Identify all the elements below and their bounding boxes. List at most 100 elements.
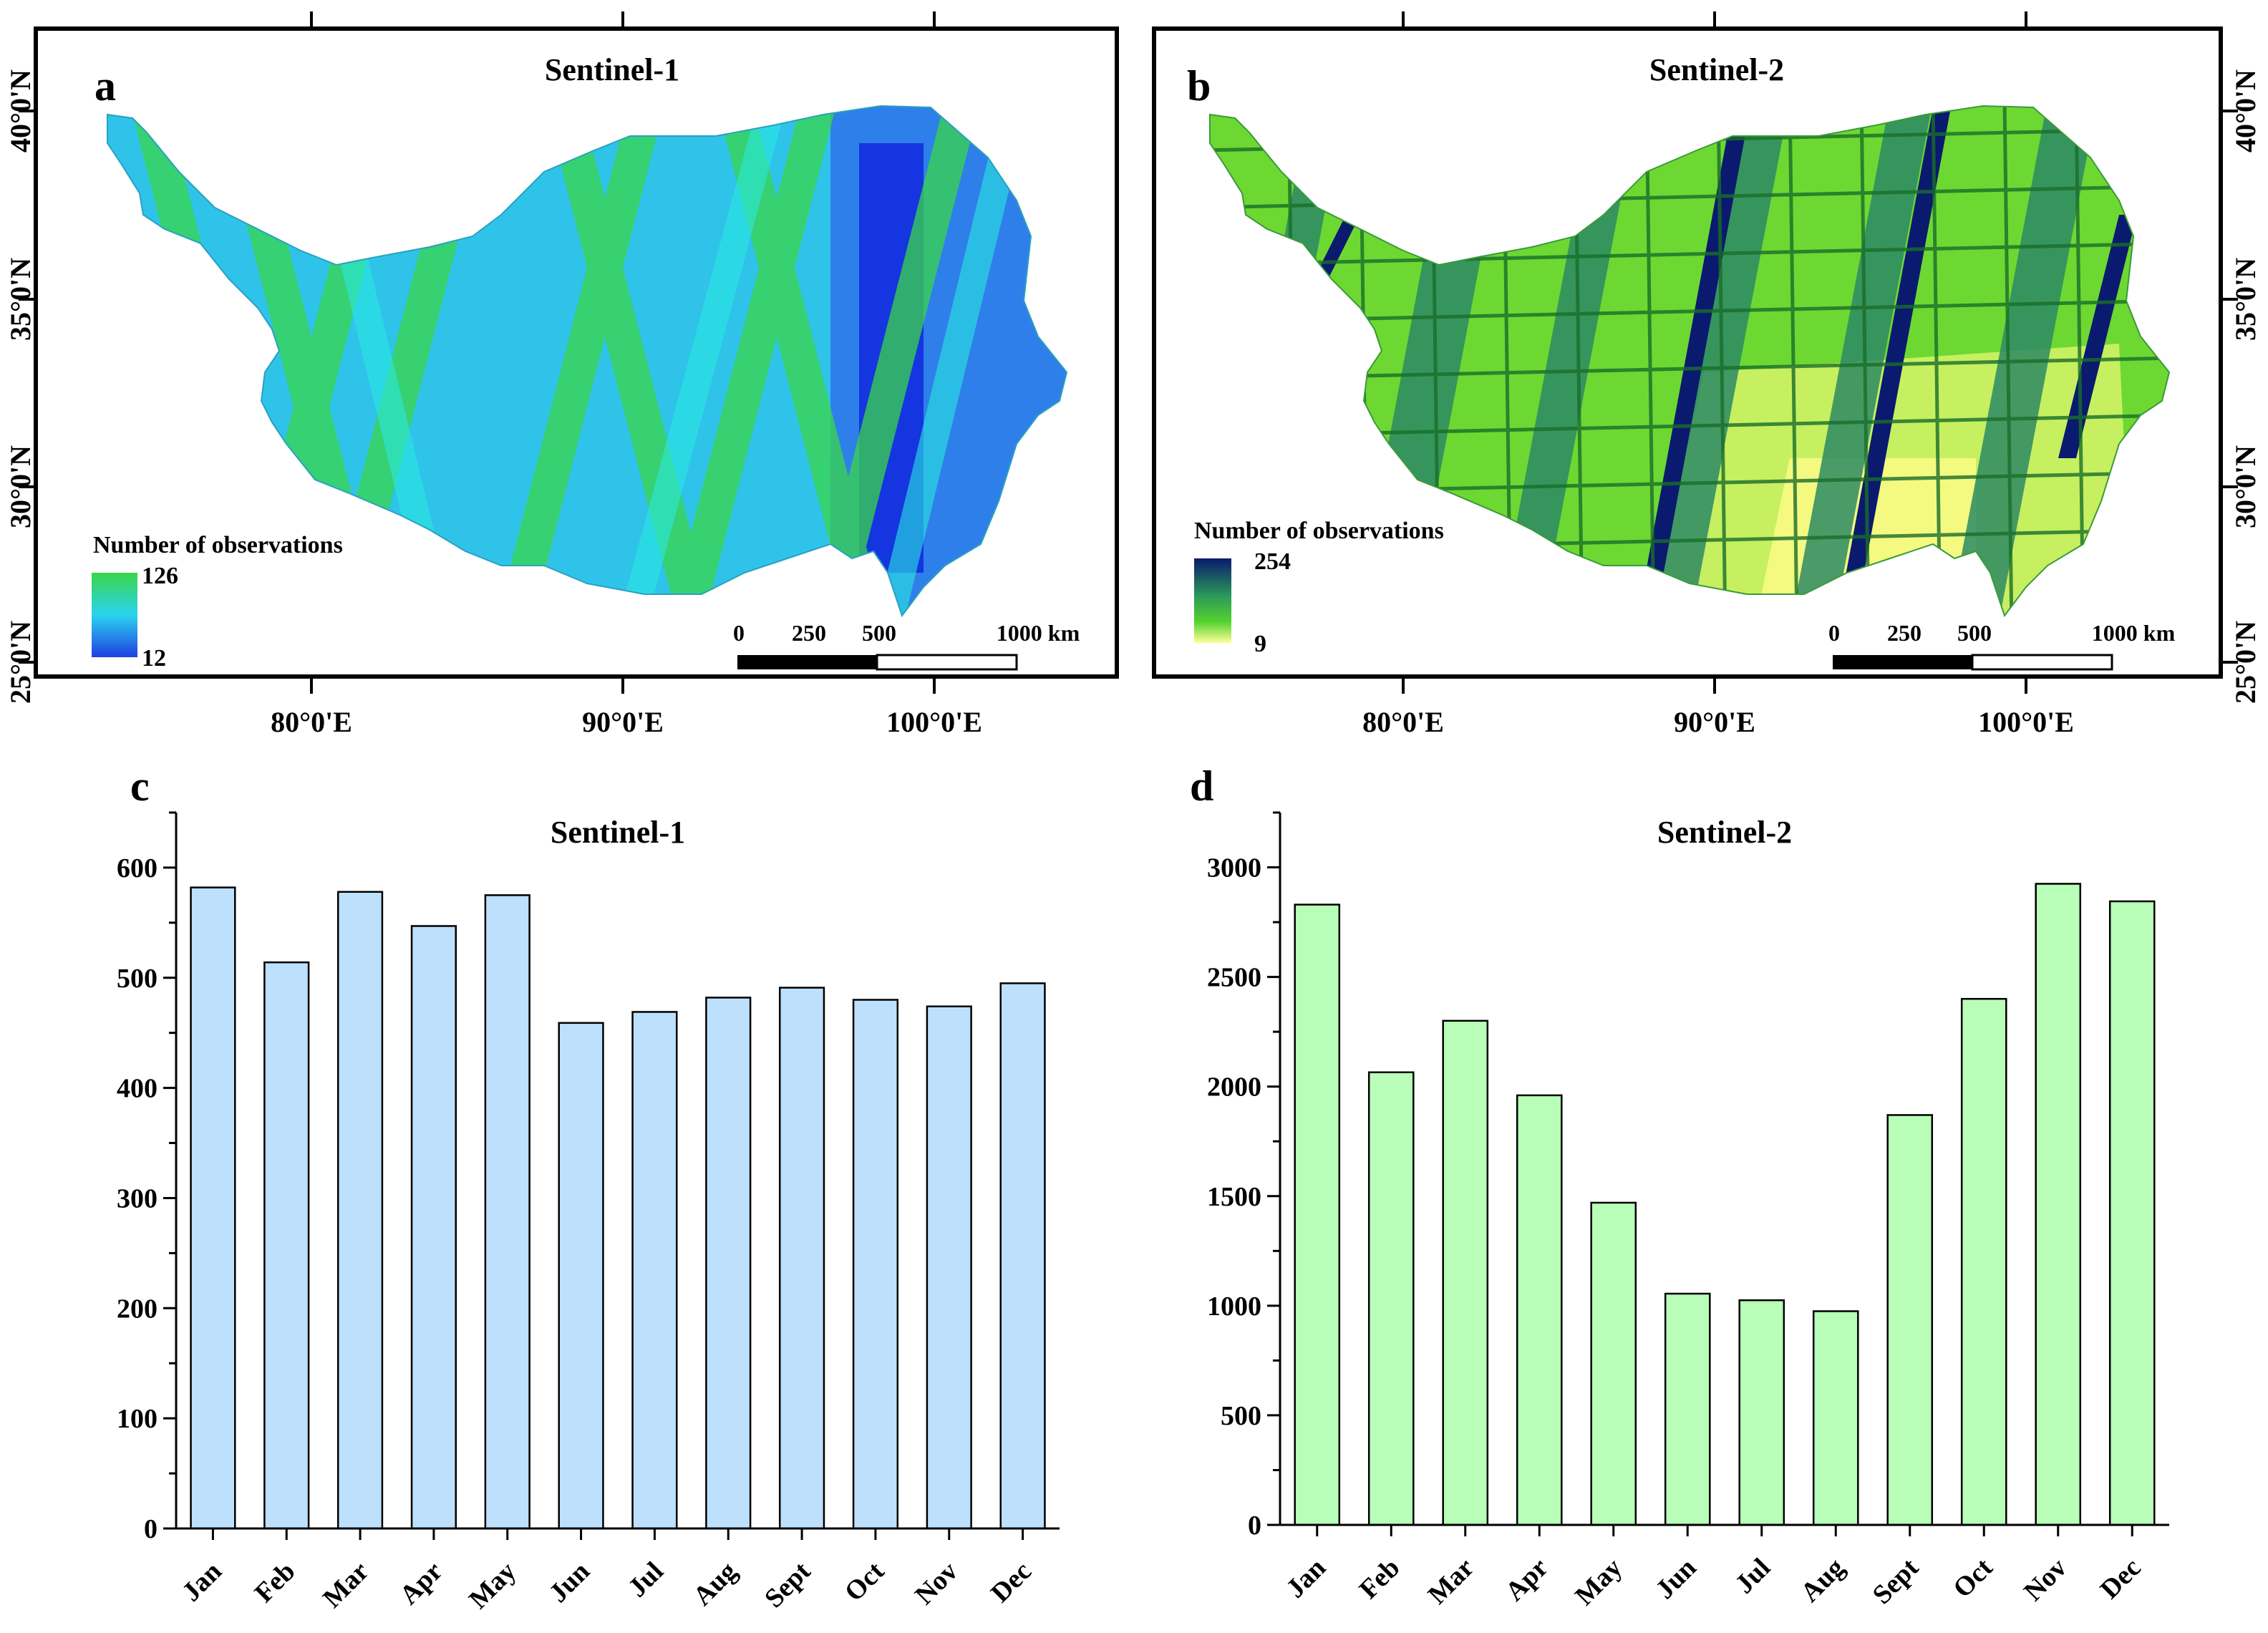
lat-label-a-0: 40°0'N xyxy=(4,69,37,152)
scale-bar-a: 0 250 500 1000 km xyxy=(733,620,1080,671)
lon-label-a-1: 90°0'E xyxy=(582,706,664,738)
chart-c-ytick-label-2: 200 xyxy=(117,1294,158,1324)
chart-d-ytick-label-0: 0 xyxy=(1248,1511,1261,1541)
chart-c-xtick-label-feb: Feb xyxy=(249,1556,301,1609)
lon-label-a-2: 100°0'E xyxy=(886,706,982,738)
scale-label-a-0: 0 xyxy=(733,620,745,646)
chart-d-bar-dec xyxy=(2108,900,2156,1526)
chart-d-bar-jul xyxy=(1738,1299,1785,1526)
chart-c-bar-dec xyxy=(999,982,1046,1530)
chart-c-bar-may xyxy=(484,894,530,1530)
chart-c-xtick-label-may: May xyxy=(463,1556,522,1615)
plateau-outline-b xyxy=(1209,105,2171,618)
chart-d-bar-jan xyxy=(1294,903,1341,1526)
chart-c-bar-jan xyxy=(190,886,236,1530)
chart-c-title: Sentinel-1 xyxy=(551,815,685,850)
chart-c-xtick-label-jan: Jan xyxy=(176,1556,228,1608)
lat-label-b-3: 25°0'N xyxy=(2229,621,2262,704)
chart-c-bar-oct xyxy=(852,999,899,1530)
chart-c-bar-jul xyxy=(631,1011,678,1530)
legend-min-b: 9 xyxy=(1254,631,1266,657)
chart-c-xtick-label-aug: Aug xyxy=(687,1556,742,1612)
chart-d-ytick-label-5: 2500 xyxy=(1207,963,1261,993)
chart-c-xtick-label-jun: Jun xyxy=(543,1556,596,1609)
chart-d-xtick-label-oct: Oct xyxy=(1947,1552,1999,1604)
plateau-outline-a xyxy=(107,105,1068,618)
chart-d-bar-sept xyxy=(1886,1114,1934,1526)
scale-label-a-2: 500 xyxy=(862,620,896,646)
legend-colorbar-b xyxy=(1194,558,1231,643)
legend-a: Number of observations 126 12 xyxy=(92,532,343,672)
lon-label-b-2: 100°0'E xyxy=(1978,706,2074,738)
chart-c-xtick-label-mar: Mar xyxy=(317,1556,375,1614)
chart-d-xtick-label-mar: Mar xyxy=(1423,1553,1480,1611)
scale-label-b-1: 250 xyxy=(1887,620,1922,646)
chart-c-bar-nov xyxy=(926,1005,972,1530)
chart-c-ytick-label-0: 0 xyxy=(144,1514,158,1544)
chart-c-bar-jun xyxy=(558,1022,604,1530)
chart-d-ytick-label-1: 500 xyxy=(1221,1401,1261,1431)
chart-d-bar-oct xyxy=(1960,997,2007,1526)
chart-d-bar-apr xyxy=(1516,1094,1563,1526)
lat-label-a-1: 35°0'N xyxy=(4,258,37,341)
chart-c-ytick-label-1: 100 xyxy=(117,1404,158,1434)
chart-d-xtick-label-jun: Jun xyxy=(1650,1553,1702,1605)
chart-c-bar-mar xyxy=(336,891,384,1530)
chart-c-bar-feb xyxy=(263,961,310,1530)
scale-label-b-2: 500 xyxy=(1957,620,1992,646)
chart-c-xtick-label-sept: Sept xyxy=(759,1556,817,1614)
chart-d-ytick-label-2: 1000 xyxy=(1207,1292,1261,1322)
scale-label-a-1: 250 xyxy=(792,620,826,646)
chart-d-xtick-label-jan: Jan xyxy=(1281,1553,1332,1604)
chart-d-bar-nov xyxy=(2035,883,2082,1526)
chart-d-xtick-label-feb: Feb xyxy=(1354,1553,1406,1605)
chart-c-xtick-label-nov: Nov xyxy=(909,1556,964,1611)
legend-max-b: 254 xyxy=(1254,548,1291,575)
chart-c-xtick-label-oct: Oct xyxy=(839,1556,891,1607)
chart-c-xtick-label-apr: Apr xyxy=(394,1556,448,1611)
lon-label-b-1: 90°0'E xyxy=(1674,706,1755,738)
chart-d-bar-feb xyxy=(1367,1071,1415,1526)
chart-d-bar-aug xyxy=(1812,1310,1859,1526)
chart-d-title: Sentinel-2 xyxy=(1657,815,1792,850)
map-title-b: Sentinel-2 xyxy=(1649,52,1784,87)
chart-c-ytick-label-5: 500 xyxy=(117,964,158,994)
map-ticks-a xyxy=(19,11,936,694)
lon-label-a-0: 80°0'E xyxy=(271,706,352,738)
chart-d-xtick-label-dec: Dec xyxy=(2095,1553,2147,1605)
lat-label-a-3: 25°0'N xyxy=(4,621,37,704)
chart-c-bar-sept xyxy=(778,987,825,1530)
map-panel-b: b Sentinel-2 Number of observations 254 … xyxy=(1152,11,2262,738)
chart-d-ytick-label-3: 1500 xyxy=(1207,1182,1261,1212)
scale-label-a-3: 1000 km xyxy=(997,620,1080,646)
legend-title-a: Number of observations xyxy=(93,532,343,558)
bar-chart-d: Sentinel-2 0 500 1000 1500 2000 2500 3000 Jan Feb… xyxy=(1207,811,2169,1612)
chart-d-xtick-label-aug: Aug xyxy=(1795,1553,1850,1608)
chart-d-ytick-label-6: 3000 xyxy=(1207,853,1261,883)
panel-letter-d: d xyxy=(1190,762,1213,810)
chart-c-ytick-label-6: 600 xyxy=(117,853,158,883)
chart-d-bar-mar xyxy=(1442,1019,1489,1526)
scale-label-b-0: 0 xyxy=(1828,620,1840,646)
map-ticks-b xyxy=(1402,11,2238,694)
panel-letter-b: b xyxy=(1187,62,1211,110)
chart-c-xtick-label-jul: Jul xyxy=(622,1556,669,1604)
legend-title-b: Number of observations xyxy=(1194,518,1444,544)
legend-colorbar-a xyxy=(92,573,137,657)
lon-label-b-0: 80°0'E xyxy=(1362,706,1444,738)
chart-d-xtick-label-may: May xyxy=(1569,1553,1628,1612)
lat-label-b-0: 40°0'N xyxy=(2229,69,2262,152)
legend-min-a: 12 xyxy=(142,645,166,672)
chart-d-bar-may xyxy=(1590,1201,1637,1526)
panel-letter-c: c xyxy=(130,762,150,810)
lat-label-b-1: 35°0'N xyxy=(2229,258,2262,341)
lat-label-a-2: 30°0'N xyxy=(4,445,37,528)
chart-d-xtick-label-jul: Jul xyxy=(1730,1553,1777,1600)
chart-c-bar-aug xyxy=(705,997,752,1530)
map-title-a: Sentinel-1 xyxy=(545,52,679,87)
scale-bar-b: 0 250 500 1000 km xyxy=(1828,620,2176,671)
legend-b: Number of observations 254 9 xyxy=(1194,518,1444,657)
legend-max-a: 126 xyxy=(142,563,178,589)
chart-d-xtick-label-sept: Sept xyxy=(1867,1552,1925,1610)
